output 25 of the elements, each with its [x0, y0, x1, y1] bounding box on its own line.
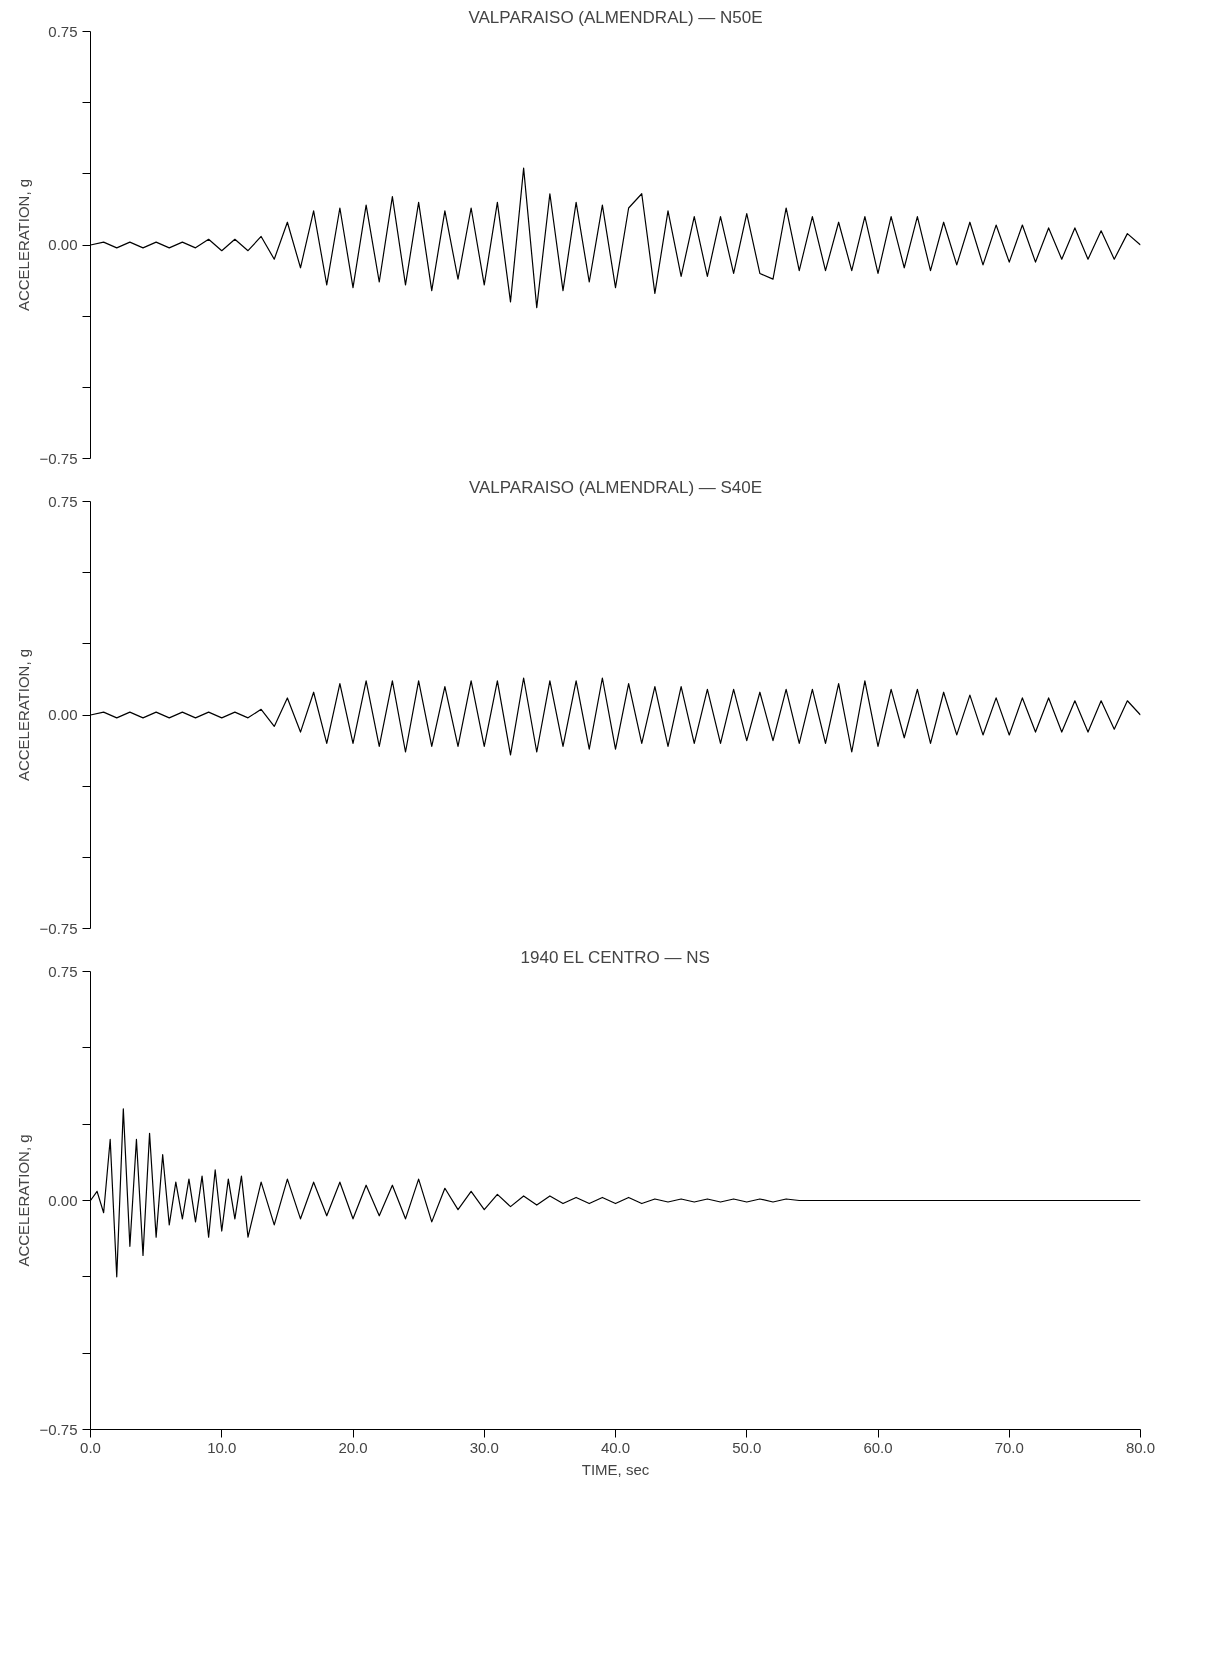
y-tick-label: 0.00: [48, 706, 78, 723]
x-tick-label: 20.0: [338, 1438, 368, 1456]
y-tick-label: −0.75: [39, 919, 78, 937]
y-axis-title: ACCELERATION, g: [14, 1134, 32, 1267]
y-tick-label: 0.00: [48, 1191, 78, 1209]
y-tick-label: 0.75: [48, 962, 78, 980]
y-axis-title: ACCELERATION, g: [14, 178, 32, 312]
x-tick-label: 10.0: [207, 1438, 237, 1456]
x-tick-label: 40.0: [600, 1438, 631, 1456]
x-tick-label: 30.0: [469, 1438, 499, 1456]
y-tick-label: 0.75: [48, 492, 78, 510]
x-tick-label: 0.0: [80, 1438, 101, 1456]
y-axis-title: ACCELERATION, g: [14, 648, 32, 782]
chart-title: VALPARAISO (ALMENDRAL) — S40E: [468, 477, 763, 497]
x-axis-title: TIME, sec: [581, 1460, 650, 1478]
x-tick-label: 60.0: [863, 1438, 893, 1456]
y-tick-label: −0.75: [39, 1420, 78, 1438]
chart-title: VALPARAISO (ALMENDRAL) — N50E: [468, 7, 763, 27]
y-tick-label: 0.00: [48, 236, 78, 253]
y-tick-label: −0.75: [39, 449, 78, 467]
y-tick-label: 0.75: [48, 22, 78, 40]
chart-title: 1940 EL CENTRO — NS: [520, 947, 710, 967]
x-tick-label: 70.0: [994, 1438, 1024, 1456]
x-tick-label: 80.0: [1125, 1438, 1156, 1456]
x-tick-label: 50.0: [732, 1438, 762, 1456]
